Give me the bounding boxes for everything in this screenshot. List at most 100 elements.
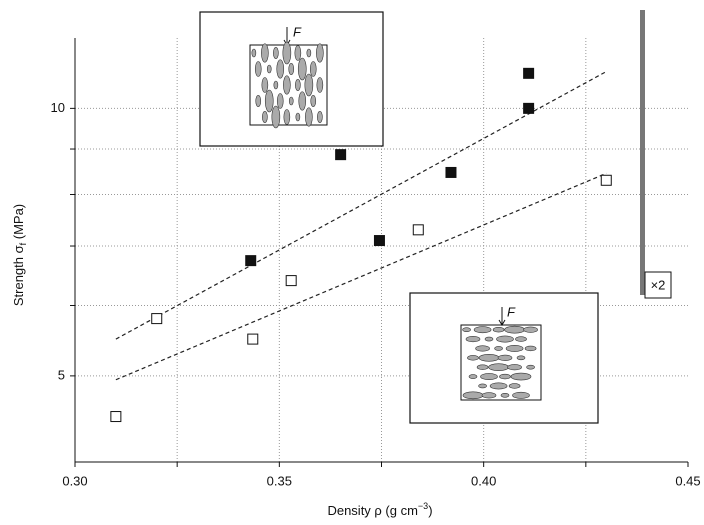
grain xyxy=(316,43,324,63)
trend-line xyxy=(115,172,607,381)
grain xyxy=(295,78,301,92)
force-label: F xyxy=(507,304,516,319)
inset-bottom xyxy=(409,292,599,424)
grain xyxy=(524,345,537,352)
grain xyxy=(512,391,530,399)
grain xyxy=(261,77,269,93)
scale-box xyxy=(644,271,672,299)
grain xyxy=(283,75,291,95)
grain xyxy=(508,383,521,389)
plot-area: 0.30 0.35 0.40 0.45 5 10 xyxy=(51,38,701,488)
grain xyxy=(478,354,500,362)
grain xyxy=(294,45,302,61)
grain xyxy=(316,77,324,93)
x-axis-title: Density ρ (g cm−3) xyxy=(327,501,432,518)
grain xyxy=(298,91,307,111)
grain xyxy=(515,336,527,342)
data-point xyxy=(285,275,297,287)
grain xyxy=(480,373,498,380)
grain xyxy=(283,109,291,125)
grain xyxy=(505,345,524,352)
grain xyxy=(288,62,295,76)
trend-line xyxy=(115,71,607,340)
y-tick-label: 10 xyxy=(51,100,65,115)
data-point xyxy=(523,67,535,79)
grain xyxy=(310,94,317,108)
grain xyxy=(484,336,494,342)
x-axis-title-part: Density ρ (g cm xyxy=(327,503,417,518)
grain xyxy=(475,345,490,352)
y-axis-title-part: Strength σ xyxy=(11,245,26,306)
grain xyxy=(273,46,279,60)
grain xyxy=(273,80,279,90)
y-tick-label: 5 xyxy=(58,367,65,382)
grain xyxy=(489,382,508,390)
scale-label: ×2 xyxy=(651,277,666,292)
data-point xyxy=(373,235,385,247)
grain xyxy=(504,325,525,334)
scale-bar xyxy=(640,10,645,295)
grain xyxy=(462,391,484,400)
grain xyxy=(306,48,312,58)
grain xyxy=(261,43,269,63)
y-axis-title: Strength σf (MPa) xyxy=(11,204,28,306)
grain xyxy=(297,57,307,81)
grain xyxy=(271,105,281,129)
data-point xyxy=(110,411,122,423)
y-axis-title-sub: f xyxy=(18,242,28,245)
grain xyxy=(497,354,513,361)
grain xyxy=(251,48,257,58)
grain xyxy=(507,364,522,371)
grain xyxy=(492,327,505,333)
grain xyxy=(526,364,535,370)
data-point xyxy=(245,255,257,267)
x-axis-title-sup: −3 xyxy=(418,501,428,511)
grain xyxy=(264,89,274,113)
force-label: F xyxy=(293,24,302,39)
grain xyxy=(510,372,532,381)
x-tick-label: 0.30 xyxy=(62,473,87,488)
grain xyxy=(476,364,489,370)
grain xyxy=(309,61,317,77)
data-point xyxy=(151,313,163,325)
grain xyxy=(304,73,314,97)
grain xyxy=(488,363,509,371)
force-arrowhead xyxy=(498,319,506,326)
grain xyxy=(462,327,471,332)
grain xyxy=(499,373,511,380)
y-axis-title-part: (MPa) xyxy=(11,204,26,243)
grain xyxy=(473,326,492,334)
grain xyxy=(276,59,285,79)
grain xyxy=(254,61,262,77)
grain xyxy=(295,112,301,122)
grain xyxy=(494,346,503,351)
data-point xyxy=(412,224,424,236)
grain xyxy=(276,93,284,109)
grain xyxy=(523,326,538,333)
data-point xyxy=(600,174,612,186)
x-tick-label: 0.40 xyxy=(471,473,496,488)
x-tick-label: 0.35 xyxy=(267,473,292,488)
grain xyxy=(262,110,268,124)
data-point xyxy=(445,166,457,178)
grain xyxy=(317,110,323,124)
grain xyxy=(467,355,479,361)
grain xyxy=(468,374,478,379)
grain xyxy=(478,383,487,389)
grain xyxy=(516,355,526,361)
grain xyxy=(496,335,514,343)
data-point xyxy=(247,333,259,345)
grain xyxy=(266,64,272,74)
grain xyxy=(305,107,313,127)
data-point xyxy=(523,102,535,114)
grain xyxy=(481,392,497,399)
data-point xyxy=(335,149,347,161)
grain xyxy=(282,41,292,65)
x-axis-title-part: ) xyxy=(428,503,432,518)
grain xyxy=(500,393,510,398)
x-tick-label: 0.45 xyxy=(675,473,700,488)
grain xyxy=(465,336,481,343)
grain xyxy=(255,94,262,108)
grain xyxy=(288,96,294,106)
